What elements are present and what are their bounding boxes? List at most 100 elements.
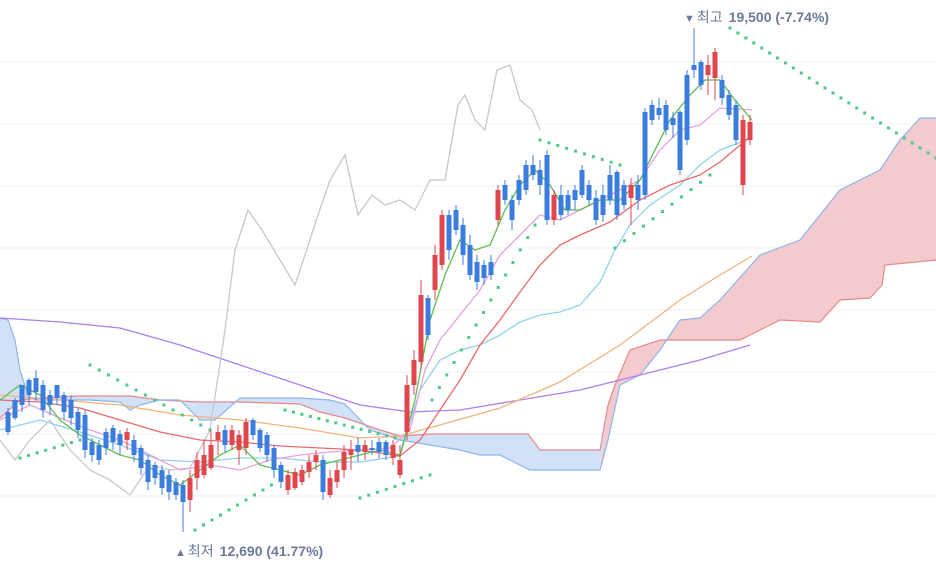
sar-dot: [283, 408, 287, 412]
candle-body: [432, 255, 438, 290]
candle-body: [474, 262, 480, 282]
candle-body: [544, 155, 550, 220]
sar-dot: [445, 373, 449, 377]
candle-body: [516, 180, 522, 200]
sar-dot: [934, 156, 936, 160]
sar-dot: [482, 311, 485, 314]
sar-dot: [359, 427, 363, 431]
candle-body: [705, 65, 711, 75]
candle-body: [229, 430, 235, 445]
sar-dot: [474, 323, 478, 327]
candle-body: [719, 80, 725, 98]
candle-body: [222, 430, 228, 445]
sar-dot: [227, 508, 231, 512]
sar-dot: [768, 51, 772, 55]
candle-body: [712, 52, 718, 78]
sar-dot: [393, 485, 397, 488]
high-arrow-icon: ▼: [684, 13, 695, 25]
candle-body: [642, 112, 648, 195]
candle-body: [698, 62, 704, 85]
sar-dot: [208, 428, 212, 432]
candle-body: [12, 400, 18, 418]
sar-dot: [651, 217, 655, 221]
candle-body: [208, 445, 214, 468]
sar-dot: [680, 195, 683, 199]
candle-body: [460, 225, 466, 255]
candle-body: [159, 470, 165, 488]
candle-body: [194, 460, 200, 478]
sar-dot: [661, 210, 664, 213]
candle-body: [264, 435, 270, 455]
candle-body: [96, 445, 102, 460]
sar-dot: [609, 160, 613, 164]
candle-body: [19, 385, 25, 405]
candle-body: [621, 185, 627, 205]
sar-dot: [351, 425, 355, 429]
sar-dot: [153, 398, 157, 402]
candle-body: [33, 378, 39, 392]
sar-dot: [180, 413, 184, 417]
sar-dot: [547, 141, 551, 145]
sar-dot: [791, 66, 795, 70]
sar-dot: [402, 482, 406, 486]
candle-body: [243, 422, 249, 448]
sar-dot: [162, 403, 166, 407]
candle-body: [250, 420, 256, 435]
sar-dot: [556, 144, 560, 148]
sar-dot: [863, 111, 867, 115]
candle-body: [684, 75, 690, 140]
candle-body: [61, 395, 67, 412]
candle-body: [341, 452, 347, 470]
sar-dot: [467, 336, 471, 339]
sar-dot: [783, 61, 787, 65]
sar-dot: [886, 126, 890, 130]
sar-dot: [88, 363, 92, 367]
candle-body: [663, 105, 669, 130]
sar-dot: [831, 91, 835, 95]
candle-body: [551, 195, 557, 220]
candle-body: [593, 198, 599, 220]
high-pct: (-7.74%): [775, 9, 830, 25]
sar-dot: [437, 386, 441, 389]
sar-dot: [193, 528, 197, 532]
candle-body: [439, 215, 445, 265]
candle-body: [446, 215, 452, 250]
leading-span-a-line: [0, 259, 936, 451]
candle-body: [138, 448, 144, 468]
candle-body: [467, 245, 473, 275]
ichimoku-cloud: [0, 117, 936, 471]
lagging-span-line: [0, 64, 541, 496]
candle-body: [495, 190, 501, 220]
sar-dot: [623, 239, 626, 243]
high-label: 최고: [696, 9, 723, 25]
sar-dot: [910, 141, 914, 145]
low-arrow-icon: ▲: [175, 547, 186, 559]
sar-dot: [776, 56, 780, 60]
high-price-marker: ▼ 최고 19,500 (-7.74%): [684, 7, 829, 27]
candle-body: [600, 195, 606, 215]
candle-body: [649, 105, 655, 120]
sar-dot: [210, 518, 214, 522]
sar-dot: [752, 41, 756, 45]
sar-dot: [489, 298, 493, 302]
ma20-line: [0, 107, 753, 471]
sar-dot: [736, 31, 740, 35]
candle-body: [173, 482, 179, 495]
sar-dot: [44, 448, 48, 452]
sar-dot: [526, 236, 530, 239]
candle-body: [47, 395, 53, 405]
candle-body: [740, 120, 746, 185]
candle-body: [5, 412, 11, 432]
candle-body: [285, 475, 291, 490]
candle-body: [670, 118, 676, 125]
sar-dot: [97, 368, 101, 372]
sar-dot: [642, 224, 645, 228]
sar-dot: [35, 451, 39, 455]
candlesticks: [5, 28, 753, 532]
sar-dot: [199, 423, 203, 427]
sar-dot: [744, 36, 748, 40]
candle-body: [348, 450, 354, 455]
candle-body: [747, 122, 753, 140]
candle-body: [201, 455, 207, 475]
sar-dot: [533, 223, 537, 227]
